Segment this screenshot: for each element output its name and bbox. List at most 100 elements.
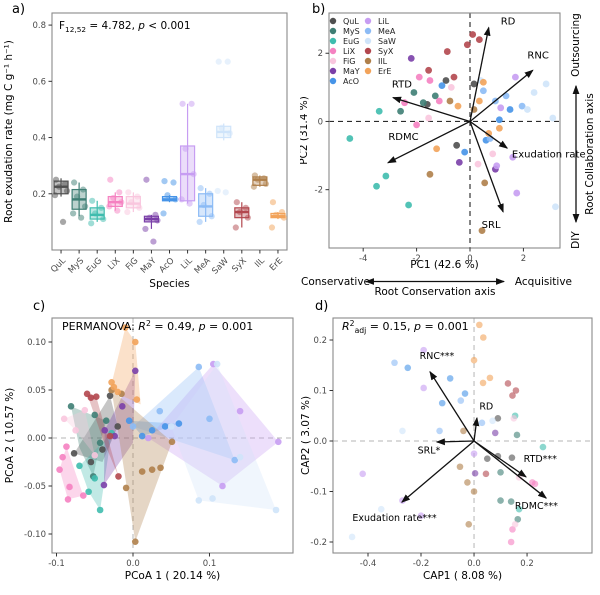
jitter-point-EuG bbox=[89, 197, 96, 204]
arrow-RDMC bbox=[387, 120, 471, 164]
species-tick-label: LiX bbox=[106, 256, 122, 272]
hull-ErE bbox=[110, 327, 141, 405]
arrow-label-RD: RD bbox=[479, 402, 493, 413]
point-SaW bbox=[530, 89, 538, 96]
point-AcO bbox=[438, 399, 446, 407]
point-ErE bbox=[479, 379, 487, 387]
outsourcing-label: Outsourcing bbox=[570, 13, 582, 77]
point-SyX bbox=[509, 392, 516, 399]
jitter-point-LiL bbox=[182, 145, 189, 152]
x-tick-label: -0.2 bbox=[413, 559, 430, 569]
y-tick-label: -2 bbox=[315, 186, 323, 196]
arrow-label-RTD: RTD bbox=[392, 79, 412, 90]
point-SaW bbox=[542, 80, 550, 88]
data-points bbox=[56, 324, 282, 545]
point-MaY bbox=[491, 429, 499, 437]
point-SyX bbox=[463, 41, 471, 49]
point-IlL bbox=[481, 179, 489, 187]
point-SyX bbox=[443, 48, 451, 55]
acquisitive-label: Acquisitive bbox=[515, 276, 572, 288]
point-SyX bbox=[115, 473, 122, 480]
point-FiG bbox=[60, 415, 68, 423]
point-FiG bbox=[489, 150, 497, 158]
y-tick-label: 0.4 bbox=[32, 134, 46, 144]
point-SyX bbox=[469, 31, 477, 38]
jitter-point-LiX bbox=[114, 207, 121, 214]
jitter-point-MyS bbox=[80, 186, 87, 193]
jitter-point-SyX bbox=[233, 199, 240, 206]
point-IlL bbox=[456, 463, 464, 471]
jitter-point-AcO bbox=[160, 210, 167, 217]
diy-label: DIY bbox=[570, 231, 582, 249]
y-tick-label: -0.2 bbox=[310, 538, 327, 548]
point-LiX bbox=[64, 496, 72, 503]
point-MaY bbox=[455, 158, 463, 166]
arrow-RD bbox=[469, 26, 491, 122]
point-QuL bbox=[87, 458, 95, 466]
jitter-point-SyX bbox=[242, 204, 249, 211]
point-QuL bbox=[442, 77, 450, 84]
point-FiG bbox=[474, 160, 482, 168]
x-tick-label: -0.4 bbox=[360, 559, 377, 569]
jitter-point-MaY bbox=[142, 225, 149, 233]
legend-label-LiX: LiX bbox=[343, 47, 356, 56]
point-MyS bbox=[431, 92, 439, 100]
point-IlL bbox=[426, 170, 434, 178]
point-EuG bbox=[373, 182, 380, 190]
arrow-RDMC*** bbox=[473, 440, 548, 499]
hull-QuL bbox=[74, 395, 118, 462]
boxplots bbox=[51, 58, 288, 245]
point-MeA bbox=[195, 363, 203, 371]
point-ErE bbox=[454, 102, 462, 110]
legend-swatch-SaW bbox=[364, 37, 372, 45]
jitter-point-LiX bbox=[118, 199, 125, 206]
point-MaY bbox=[131, 367, 139, 375]
point-QuL bbox=[106, 392, 114, 400]
point-AcO bbox=[461, 390, 469, 397]
species-tick-label: EuG bbox=[85, 256, 104, 275]
point-AcO bbox=[404, 364, 412, 372]
point-SaW bbox=[377, 505, 385, 513]
jitter-point-QuL bbox=[51, 192, 59, 199]
jitter-point-SaW bbox=[222, 189, 229, 196]
point-MyS bbox=[96, 439, 104, 447]
jitter-point-LiX bbox=[110, 194, 117, 202]
point-QuL bbox=[494, 414, 502, 422]
point-LiL bbox=[513, 189, 521, 197]
y-tick-label: -0.1 bbox=[310, 487, 327, 497]
panel-a-border bbox=[51, 12, 288, 251]
arrow-label-RDMC: RDMC bbox=[388, 132, 418, 143]
y-tick-label: 0.8 bbox=[32, 21, 46, 31]
legend-label-FiG: FiG bbox=[343, 57, 355, 66]
point-AcO bbox=[161, 423, 169, 430]
point-SaW bbox=[195, 497, 203, 504]
point-SyX bbox=[92, 393, 100, 401]
species-tick-label: SyX bbox=[230, 256, 249, 275]
panel-a-y-axis-title: Root exudation rate (mg C g⁻¹ h⁻¹) bbox=[3, 40, 15, 223]
arrow-RNC*** bbox=[429, 370, 475, 442]
point-LiL bbox=[219, 482, 226, 490]
point-QuL bbox=[453, 141, 461, 149]
panel-c-chart: -0.1 0.0 0.1 0.10 0.05 0.00 -0.05 -0.10 PCoA 1 (… bbox=[4, 317, 294, 582]
point-SaW bbox=[348, 533, 356, 541]
jitter-point-SyX bbox=[244, 214, 251, 221]
point-MyS bbox=[419, 99, 427, 107]
jitter-point-EuG bbox=[100, 215, 107, 223]
arrow-label-RD: RD bbox=[501, 16, 516, 27]
point-AcO bbox=[461, 148, 469, 156]
y-tick-label: 0 bbox=[318, 117, 323, 127]
hull-LiX bbox=[59, 446, 84, 500]
jitter-point-LiX bbox=[107, 176, 114, 183]
y-tick-label: -0.05 bbox=[24, 482, 46, 492]
point-MeA bbox=[206, 415, 213, 423]
point-MeA bbox=[479, 87, 487, 95]
jitter-point-FiG bbox=[125, 189, 132, 196]
jitter-point-SaW bbox=[226, 130, 233, 137]
y-tick-label: 0.00 bbox=[27, 434, 46, 444]
jitter-point-AcO bbox=[170, 179, 177, 186]
legend-label-MaY: MaY bbox=[343, 67, 360, 76]
point-AcO bbox=[495, 116, 503, 124]
